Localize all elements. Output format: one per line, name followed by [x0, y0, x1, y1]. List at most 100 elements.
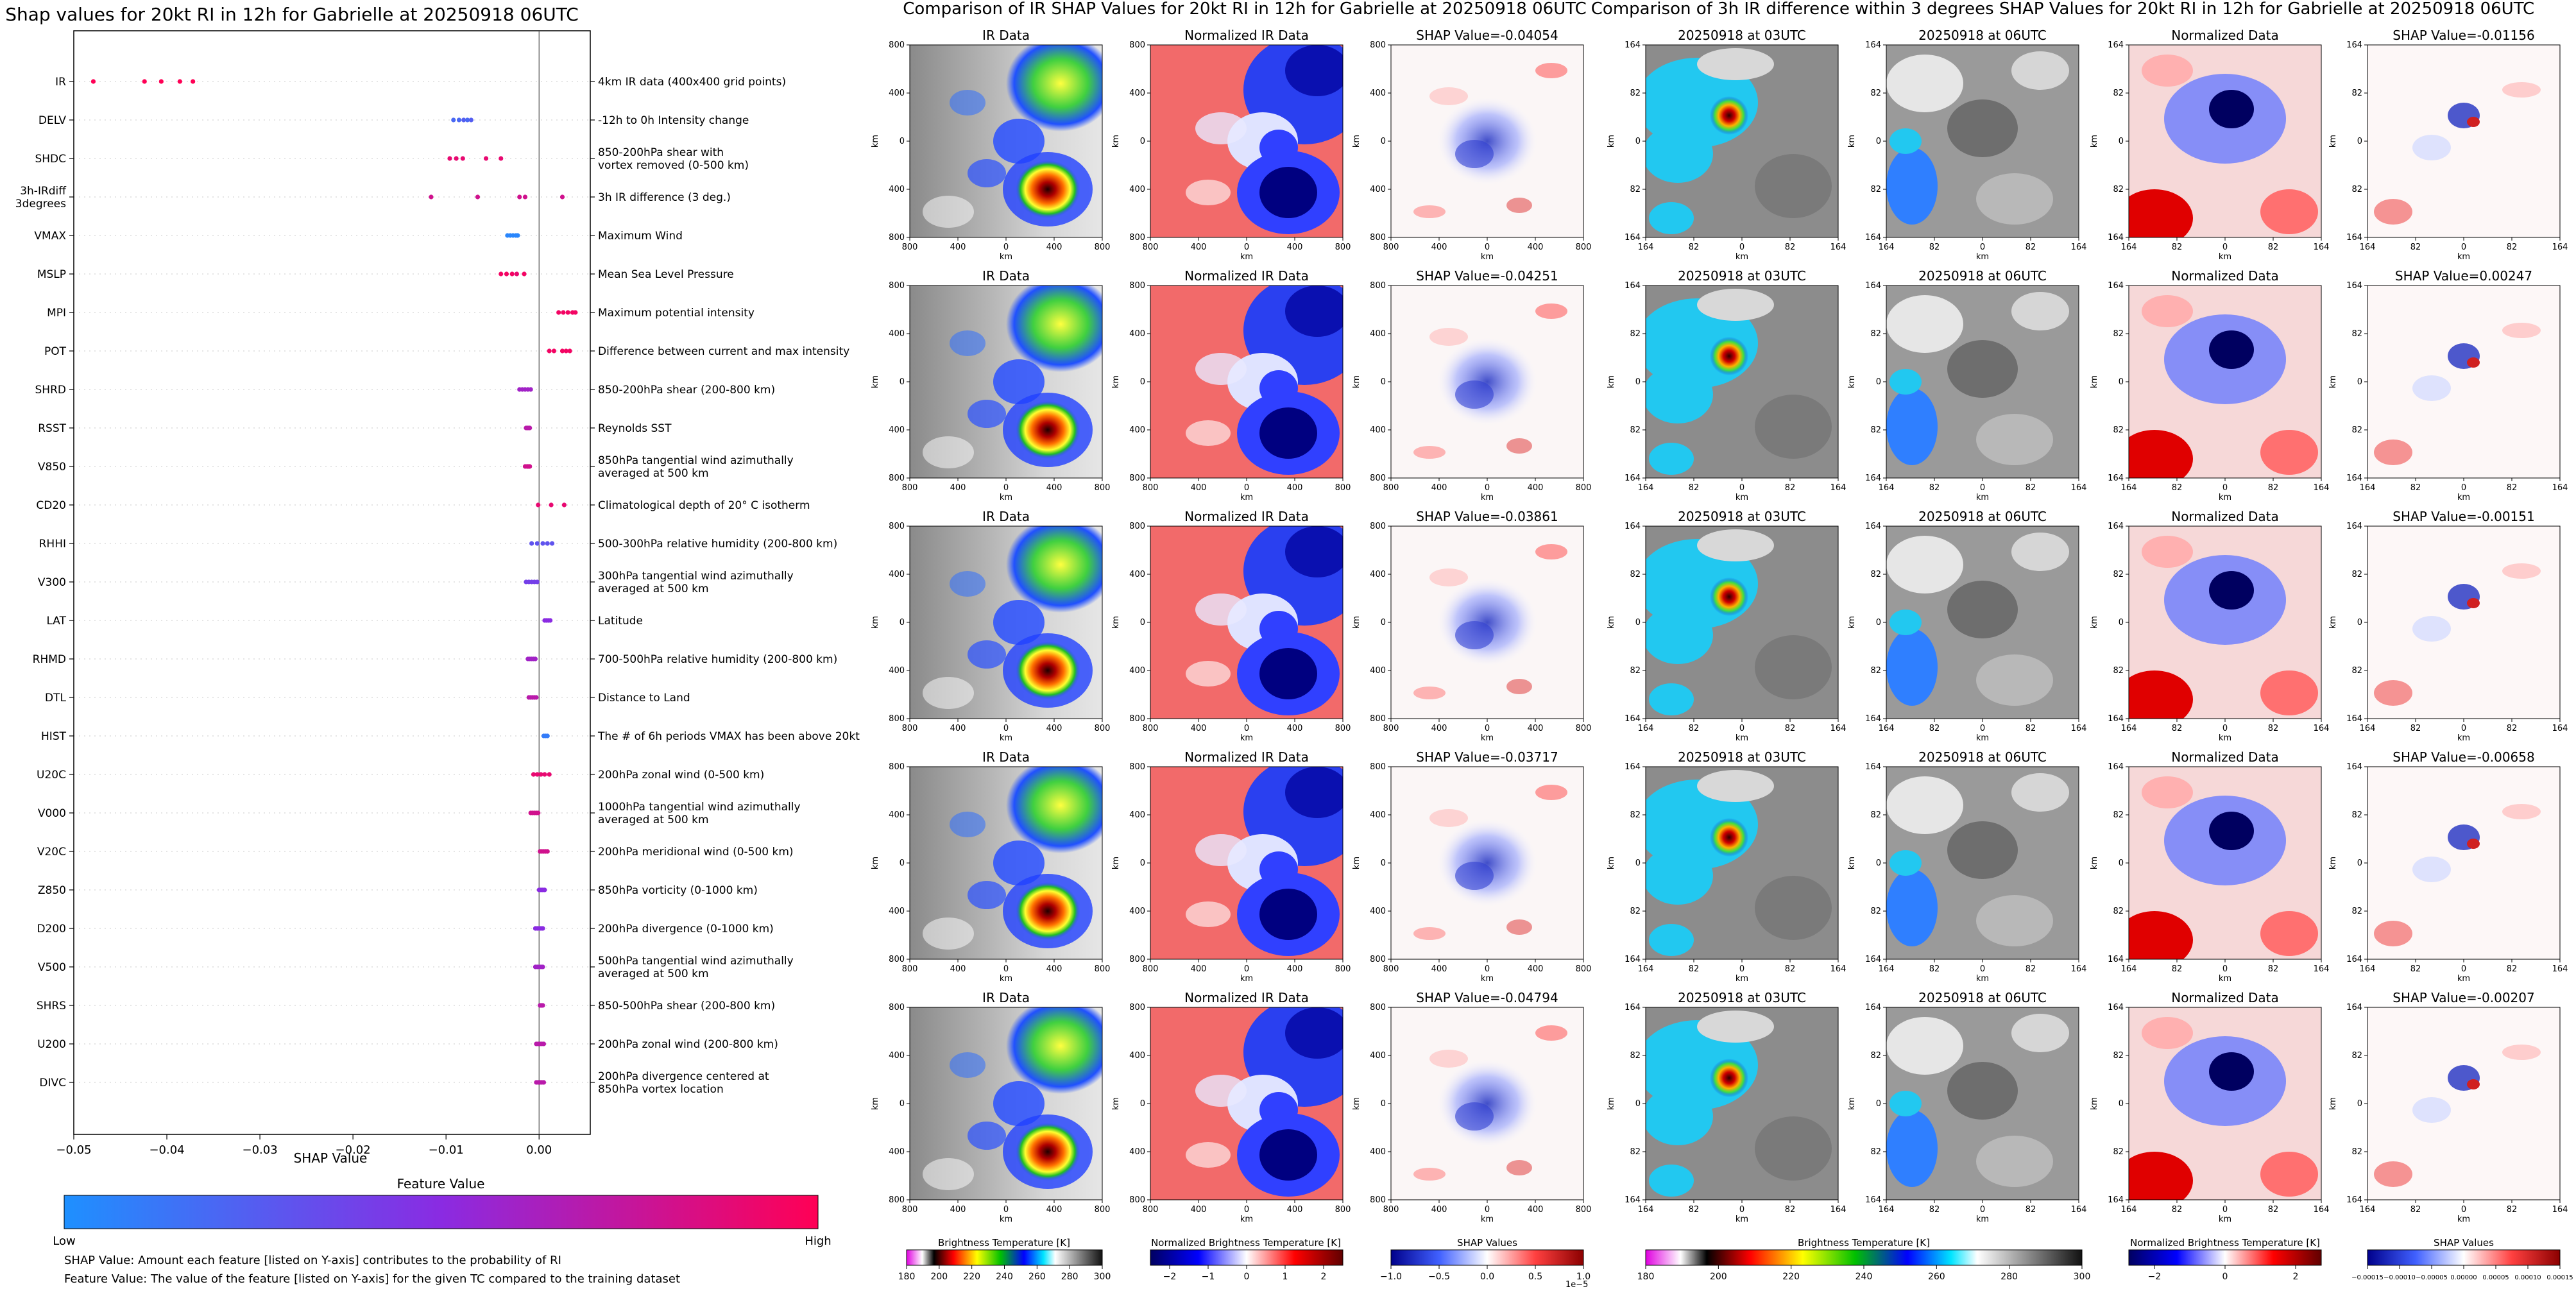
- y-tick-label: 164: [1865, 1195, 1881, 1205]
- x-tick-label: 800: [902, 243, 918, 252]
- left-panel-title: Shap values for 20kt RI in 12h for Gabri…: [5, 4, 579, 25]
- x-axis-label: km: [1240, 252, 1253, 262]
- y-tick-label: 0: [2357, 1099, 2362, 1109]
- panel-image: [910, 1007, 1102, 1200]
- x-axis-label: km: [1000, 493, 1012, 502]
- x-tick-label: 400: [1046, 1205, 1062, 1215]
- y-axis-label: km: [1607, 616, 1616, 629]
- y-tick-label: 400: [1370, 185, 1386, 194]
- panel-image: [2129, 526, 2321, 719]
- panel-image: [1886, 286, 2079, 478]
- y-axis-label: km: [1607, 375, 1616, 388]
- y-axis-label: km: [2090, 616, 2099, 629]
- panel-image: [1646, 1007, 1838, 1200]
- ir-cbar-bt-ticks: 180 200 220 240 260 280 300: [898, 1265, 1111, 1282]
- shap-value-title: SHAP Value=-0.00207: [2393, 990, 2534, 1005]
- y-tick-label: 400: [1129, 907, 1145, 916]
- x-tick-label: 82: [1689, 964, 1700, 974]
- y-tick-label: 164: [2346, 281, 2362, 291]
- feature-description: The # of 6h periods VMAX has been above …: [597, 730, 860, 743]
- x-axis-label: km: [1976, 493, 1989, 502]
- diff-cbar-norm: [2128, 1249, 2322, 1266]
- y-tick-label: 800: [1370, 714, 1386, 724]
- shap-point: [565, 310, 570, 315]
- shap-point: [540, 1003, 545, 1008]
- y-tick-label: 82: [1630, 810, 1641, 820]
- y-tick-label: 0: [1140, 137, 1145, 146]
- y-tick-label: 82: [2351, 425, 2362, 435]
- y-tick-label: 400: [1370, 570, 1386, 579]
- y-axis-label: km: [1847, 616, 1857, 629]
- y-tick-label: 0: [1381, 1099, 1386, 1109]
- shap-point: [527, 425, 533, 431]
- panel-title: Normalized Data: [2171, 509, 2279, 524]
- panel-image: [1150, 45, 1343, 237]
- panel-title: 20250918 at 06UTC: [1918, 28, 2047, 43]
- x-axis-label: km: [1481, 493, 1494, 502]
- panel-image: [1646, 767, 1838, 959]
- y-axis-label: km: [1111, 135, 1121, 148]
- y-tick-label: 164: [2108, 1003, 2124, 1012]
- x-tick-label: 164: [2121, 1205, 2137, 1215]
- shap-point: [475, 194, 481, 200]
- y-tick-label: 164: [1625, 233, 1641, 243]
- x-tick-label: 400: [1191, 243, 1207, 252]
- y-tick-label: 164: [1625, 1003, 1641, 1012]
- panel-title: Normalized IR Data: [1184, 749, 1309, 765]
- x-tick-label: 164: [2121, 243, 2137, 252]
- cbar-tick-label: 0.5: [1528, 1272, 1542, 1282]
- shap-point: [534, 695, 539, 700]
- x-tick-label: 800: [1383, 243, 1399, 252]
- x-tick-label: 164: [2552, 1205, 2568, 1215]
- x-tick-label: 0: [1003, 483, 1009, 493]
- y-tick-label: 164: [2108, 955, 2124, 964]
- shap-point: [540, 926, 545, 931]
- x-tick-label: 164: [2314, 964, 2330, 974]
- x-tick-label: 800: [1383, 1205, 1399, 1215]
- x-tick-label: 400: [1287, 243, 1303, 252]
- x-axis-label: km: [1736, 252, 1748, 262]
- y-axis-label: km: [1111, 857, 1121, 869]
- y-tick-label: 400: [1129, 185, 1145, 194]
- x-tick-label: 82: [2410, 483, 2421, 493]
- y-tick-label: 0: [1140, 618, 1145, 627]
- x-tick-label: 82: [2172, 243, 2183, 252]
- panel-image: [1391, 767, 1583, 959]
- cbar-tick-label: 180: [898, 1272, 916, 1282]
- y-tick-label: 82: [2113, 329, 2124, 339]
- panel-image: [1150, 526, 1343, 719]
- y-tick-label: 0: [2119, 377, 2124, 387]
- x-axis-label: km: [2219, 493, 2231, 502]
- x-tick-label: 82: [1689, 243, 1700, 252]
- y-tick-label: 0: [2357, 377, 2362, 387]
- y-tick-label: 800: [1370, 233, 1386, 243]
- x-tick-label: 0: [1244, 483, 1249, 493]
- y-tick-label: 800: [1129, 714, 1145, 724]
- feature-label: IR: [55, 76, 66, 89]
- y-tick-label: 0: [1876, 377, 1881, 387]
- feature-label: LAT: [46, 615, 66, 627]
- ir-cbar-shap: [1390, 1249, 1584, 1266]
- feature-label: POT: [44, 345, 67, 358]
- shap-value-title: SHAP Value=0.00247: [2395, 268, 2532, 284]
- x-tick-label: 400: [1431, 483, 1447, 493]
- x-tick-label: 0: [2222, 964, 2228, 974]
- cbar-tick-label: 280: [1061, 1272, 1079, 1282]
- x-tick-label: 400: [1528, 243, 1544, 252]
- x-tick-label: 164: [1879, 483, 1895, 493]
- panel-image: [2367, 1007, 2560, 1200]
- y-tick-label: 164: [2108, 40, 2124, 50]
- x-tick-label: 82: [2410, 243, 2421, 252]
- cbar-tick-label: −0.5: [1428, 1272, 1450, 1282]
- x-tick-label: 164: [2552, 964, 2568, 974]
- y-tick-label: 0: [1876, 1099, 1881, 1109]
- x-tick-label: 82: [2026, 483, 2036, 493]
- y-tick-label: 0: [1381, 137, 1386, 146]
- feature-description: Distance to Land: [598, 692, 690, 704]
- y-tick-label: 164: [2108, 233, 2124, 243]
- x-tick-label: 0: [1003, 724, 1009, 733]
- x-tick-label: 164: [1638, 243, 1654, 252]
- x-tick-label: 82: [2268, 1205, 2279, 1215]
- x-tick-label: 400: [1287, 964, 1303, 974]
- panel-image: [2367, 286, 2560, 478]
